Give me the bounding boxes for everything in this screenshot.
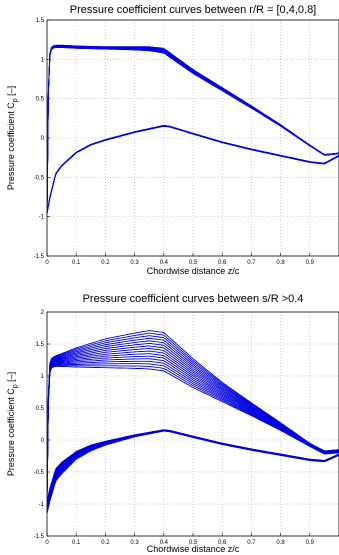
chart-svg: Pressure coefficient curves between r/R … <box>6 4 339 276</box>
lower-surface-curve <box>47 430 339 510</box>
x-tick-label: 0.4 <box>160 540 169 546</box>
x-tick-label: 0.1 <box>72 260 81 266</box>
upper-surface-curve <box>47 365 339 501</box>
plot-frame <box>46 19 339 257</box>
y-axis-label: Pressure coefficient Cp [–] <box>6 372 19 476</box>
x-tick-label: 0.8 <box>276 540 285 546</box>
y-tick-label: -1.5 <box>34 254 45 260</box>
upper-surface-curve <box>47 353 339 498</box>
x-tick-label: 0.3 <box>130 260 139 266</box>
upper-surface-curve <box>47 360 339 499</box>
y-tick-label: 0 <box>41 438 45 444</box>
chart-title: Pressure coefficient curves between s/R … <box>83 293 304 305</box>
lower-surface-curve <box>47 430 339 508</box>
y-tick-label: 1 <box>41 57 45 63</box>
curve-group <box>47 44 339 214</box>
lower-surface-curve <box>47 125 339 214</box>
chart-svg: Pressure coefficient curves between s/R … <box>6 293 339 554</box>
lower-surface-curve <box>47 125 339 214</box>
upper-surface-curve <box>47 365 339 501</box>
upper-surface-curve <box>47 355 339 498</box>
x-tick-label: 0.6 <box>218 260 227 266</box>
upper-surface-curve <box>47 350 339 497</box>
y-tick-label: -1.5 <box>34 534 45 540</box>
x-tick-label: 0 <box>45 260 49 266</box>
lower-surface-curve <box>47 125 339 213</box>
upper-surface-curve <box>47 340 339 494</box>
upper-surface-curve <box>47 335 339 493</box>
upper-surface-curve <box>47 332 339 492</box>
y-tick-label: 0.5 <box>36 406 45 412</box>
y-tick-label: -0.5 <box>34 175 45 181</box>
chart-top: Pressure coefficient curves between r/R … <box>0 0 339 277</box>
upper-surface-curve <box>47 44 339 211</box>
x-axis-label: Chordwise distance z/c <box>147 544 240 554</box>
lower-surface-curve <box>47 430 339 514</box>
x-axis-label: Chordwise distance z/c <box>147 266 240 276</box>
y-tick-label: 1.5 <box>36 18 45 24</box>
y-tick-label: 1.5 <box>36 342 45 348</box>
x-tick-label: 0.5 <box>189 540 198 546</box>
lower-surface-curve <box>47 429 339 503</box>
lower-surface-curve <box>47 125 339 213</box>
x-tick-label: 0.7 <box>247 260 256 266</box>
y-tick-label: -1 <box>39 502 45 508</box>
x-tick-label: 0.9 <box>306 540 315 546</box>
upper-surface-curve <box>47 330 339 492</box>
upper-surface-curve <box>47 342 339 495</box>
y-tick-label: 2 <box>41 310 45 316</box>
x-tick-label: 0.1 <box>72 540 81 546</box>
upper-surface-curve <box>47 358 339 499</box>
x-tick-label: 0.5 <box>189 260 198 266</box>
plot-frame <box>46 311 339 537</box>
chart-title: Pressure coefficient curves between r/R … <box>70 4 317 16</box>
y-axis-label: Pressure coefficient Cp [–] <box>6 86 19 190</box>
x-tick-label: 0.2 <box>101 260 110 266</box>
y-tick-label: -0.5 <box>34 470 45 476</box>
lower-surface-curve <box>47 430 339 509</box>
x-tick-label: 0 <box>45 540 49 546</box>
x-tick-label: 0.7 <box>247 540 256 546</box>
x-tick-label: 0.3 <box>130 540 139 546</box>
upper-surface-curve <box>47 345 339 496</box>
y-tick-label: -1 <box>39 215 45 221</box>
upper-surface-curve <box>47 363 339 500</box>
upper-surface-curve <box>47 348 339 496</box>
lower-surface-curve <box>47 125 339 214</box>
chart-bottom: Pressure coefficient curves between s/R … <box>0 278 339 555</box>
y-tick-label: 0 <box>41 136 45 142</box>
x-tick-label: 0.9 <box>306 260 315 266</box>
y-tick-label: 1 <box>41 374 45 380</box>
y-tick-label: 0.5 <box>36 97 45 103</box>
upper-surface-curve <box>47 337 339 494</box>
x-tick-label: 0.2 <box>101 540 110 546</box>
x-tick-label: 0.8 <box>276 260 285 266</box>
x-tick-label: 0.4 <box>160 260 169 266</box>
curve-group <box>47 330 339 514</box>
x-tick-label: 0.6 <box>218 540 227 546</box>
